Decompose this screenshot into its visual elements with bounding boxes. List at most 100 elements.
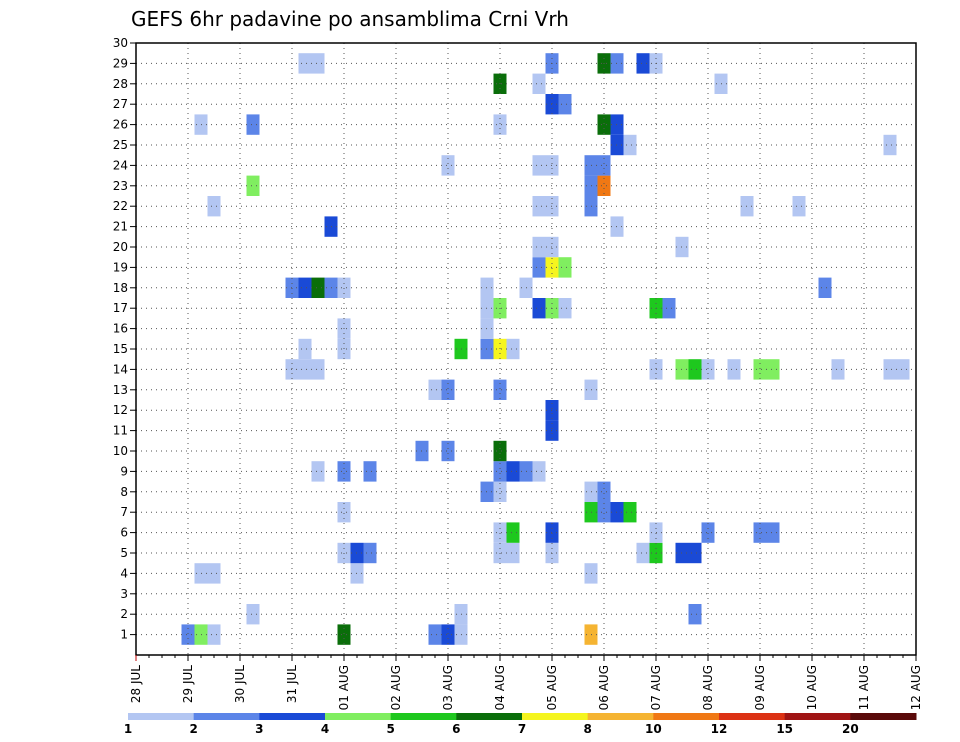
y-tick-label: 7: [120, 505, 128, 519]
heatmap-cell: [636, 53, 650, 74]
heatmap-cell: [337, 277, 351, 298]
x-tick-label: 31 JUL: [285, 665, 299, 703]
heatmap-cell: [818, 277, 832, 298]
heatmap-cell: [337, 624, 351, 645]
y-tick-label: 26: [113, 118, 128, 132]
colorbar-swatch: [850, 713, 917, 720]
heatmap-cell: [688, 604, 702, 625]
y-tick-label: 15: [113, 342, 128, 356]
heatmap-cell: [311, 461, 325, 482]
heatmap-cell: [558, 298, 572, 319]
x-tick-label: 07 AUG: [649, 665, 663, 710]
heatmap-cell: [428, 624, 442, 645]
heatmap-cell: [766, 522, 780, 543]
heatmap-cell: [701, 522, 715, 543]
y-tick-label: 6: [120, 526, 128, 540]
y-tick-label: 2: [120, 607, 128, 621]
colorbar-swatch: [390, 713, 457, 720]
heatmap-cell: [493, 522, 507, 543]
heatmap-cell: [896, 359, 910, 380]
x-tick-label: 08 AUG: [701, 665, 715, 710]
heatmap-cell: [701, 359, 715, 380]
x-tick-label: 30 JUL: [233, 665, 247, 703]
x-tick-label: 05 AUG: [545, 665, 559, 710]
heatmap-cell: [441, 440, 455, 462]
heatmap-cell: [441, 155, 455, 176]
x-tick-label: 03 AUG: [441, 665, 455, 710]
colorbar-label: 7: [518, 722, 526, 736]
y-tick-label: 22: [113, 199, 128, 213]
heatmap-cell: [532, 73, 546, 94]
heatmap-cell: [597, 114, 611, 135]
y-tick-label: 24: [113, 158, 128, 172]
y-tick-label: 25: [113, 138, 128, 152]
heatmap-cell: [753, 359, 767, 380]
colorbar-swatch: [784, 713, 851, 720]
y-tick-label: 17: [113, 301, 128, 315]
heatmap-cell: [766, 359, 780, 380]
heatmap-cell: [181, 624, 195, 645]
heatmap-cell: [506, 522, 520, 543]
heatmap-cell: [506, 542, 520, 564]
y-tick-label: 29: [113, 56, 128, 70]
y-axis: 1234567891011121314151617181920212223242…: [113, 36, 136, 642]
heatmap-cell: [298, 359, 312, 380]
heatmap-cell: [506, 461, 520, 482]
colorbar-swatch: [653, 713, 720, 720]
heatmap-cell: [597, 155, 611, 176]
colorbar-swatch: [259, 713, 326, 720]
heatmap-cell: [311, 359, 325, 380]
colorbar-label: 2: [189, 722, 197, 736]
heatmap-cell: [688, 359, 702, 380]
x-tick-label: 06 AUG: [597, 665, 611, 710]
y-tick-label: 12: [113, 403, 128, 417]
y-tick-label: 3: [120, 587, 128, 601]
heatmap-cell: [246, 114, 260, 135]
colorbar-swatch: [587, 713, 654, 720]
heatmap-cell: [363, 461, 377, 482]
heatmap-cell: [597, 175, 611, 196]
y-tick-label: 28: [113, 77, 128, 91]
heatmap-cell: [623, 134, 637, 156]
heatmap-cell: [831, 359, 845, 380]
x-tick-label: 01 AUG: [337, 665, 351, 710]
heatmap-cell: [636, 542, 650, 564]
heatmap-cell: [311, 277, 325, 298]
x-tick-label: 29 JUL: [181, 665, 195, 703]
heatmap-cell: [532, 298, 546, 319]
cell-layer: [181, 53, 910, 645]
y-tick-label: 1: [120, 628, 128, 642]
colorbar-swatch: [456, 713, 523, 720]
colorbar-label: 5: [386, 722, 394, 736]
heatmap-cell: [532, 236, 546, 258]
x-tick-label: 11 AUG: [857, 665, 871, 710]
x-tick-label: 10 AUG: [805, 665, 819, 710]
y-tick-label: 11: [113, 424, 128, 438]
grid-layer: [136, 43, 916, 655]
colorbar-swatch: [522, 713, 589, 720]
colorbar: 1 2 3 4 5 6 7 8 10 12 15 20: [124, 713, 917, 736]
y-tick-label: 20: [113, 240, 128, 254]
heatmap-cell: [532, 257, 546, 278]
heatmap-cell: [662, 298, 676, 319]
colorbar-label: 10: [645, 722, 662, 736]
colorbar-label: 12: [711, 722, 728, 736]
heatmap-cell: [298, 53, 312, 74]
heatmap-cell: [883, 134, 897, 156]
chart-title: GEFS 6hr padavine po ansamblima Crni Vrh: [131, 7, 569, 31]
colorbar-swatch: [128, 713, 195, 720]
heatmap-cell: [337, 461, 351, 482]
heatmap-cell: [363, 542, 377, 564]
heatmap-cell: [532, 196, 546, 217]
heatmap-cell: [246, 175, 260, 196]
heatmap-cell: [493, 440, 507, 462]
heatmap-cell: [753, 522, 767, 543]
heatmap-cell: [597, 481, 611, 502]
heatmap-cell: [298, 338, 312, 360]
colorbar-label: 3: [255, 722, 263, 736]
heatmap-cell: [506, 338, 520, 360]
colorbar-label: 20: [842, 722, 859, 736]
heatmap-cell: [558, 257, 572, 278]
y-tick-label: 19: [113, 260, 128, 274]
